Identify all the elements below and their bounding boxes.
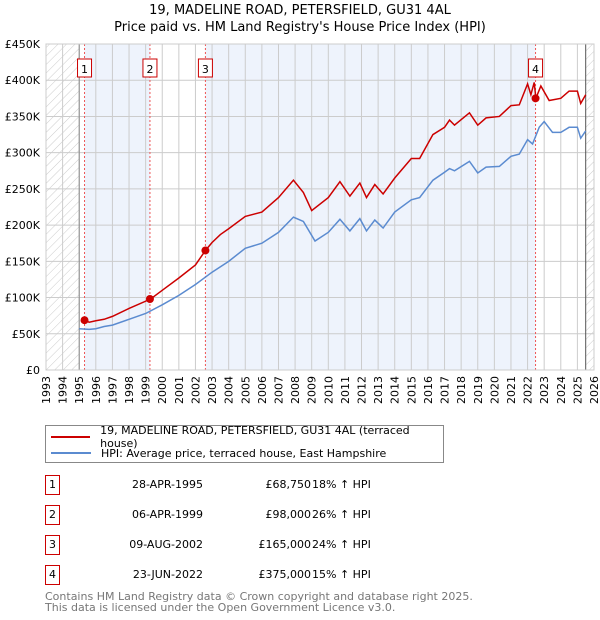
x-tick-label: 2019 bbox=[472, 376, 485, 404]
x-tick-label: 1997 bbox=[106, 376, 119, 404]
transaction-hpi-change: 26% ↑ HPI bbox=[312, 508, 371, 521]
transaction-label-box bbox=[197, 58, 213, 78]
x-tick-label: 2015 bbox=[405, 376, 418, 404]
sale-point bbox=[201, 246, 210, 255]
legend-item-hpi: HPI: Average price, terraced house, East… bbox=[51, 446, 386, 460]
x-tick-label: 2025 bbox=[571, 376, 584, 404]
y-tick-label: £0 bbox=[26, 364, 40, 377]
transaction-number: 1 bbox=[45, 475, 60, 495]
y-tick-label: £150K bbox=[5, 255, 41, 268]
x-tick-label: 2012 bbox=[356, 376, 369, 404]
transaction-date: 23-JUN-2022 bbox=[132, 568, 203, 581]
x-tick-label: 2000 bbox=[156, 376, 169, 404]
x-tick-label: 1999 bbox=[140, 376, 153, 404]
shaded-period bbox=[205, 44, 536, 370]
x-tick-label: 2006 bbox=[256, 376, 269, 404]
x-tick-label: 2016 bbox=[422, 376, 435, 404]
transaction-price: £375,000 bbox=[258, 568, 312, 581]
y-tick-label: £400K bbox=[5, 74, 41, 87]
x-tick-label: 2008 bbox=[289, 376, 302, 404]
transaction-hpi-change: 15% ↑ HPI bbox=[312, 568, 371, 581]
transaction-hpi-change: 18% ↑ HPI bbox=[312, 478, 371, 491]
transaction-date: 28-APR-1995 bbox=[131, 478, 203, 491]
transaction-label: 1 bbox=[81, 63, 88, 76]
transaction-price: £165,000 bbox=[258, 538, 312, 551]
y-tick-label: £250K bbox=[5, 183, 41, 196]
x-tick-label: 2005 bbox=[239, 376, 252, 404]
x-tick-label: 2022 bbox=[522, 376, 535, 404]
hatch-region-after bbox=[585, 44, 594, 370]
transaction-row: 3 09-AUG-2002 £165,000 24% ↑ HPI bbox=[45, 535, 465, 555]
transaction-label-box bbox=[142, 58, 158, 78]
x-tick-label: 2021 bbox=[505, 376, 518, 404]
legend-label: 19, MADELINE ROAD, PETERSFIELD, GU31 4AL… bbox=[100, 424, 410, 450]
legend: 19, MADELINE ROAD, PETERSFIELD, GU31 4AL… bbox=[45, 424, 444, 463]
chart-title: 19, MADELINE ROAD, PETERSFIELD, GU31 4AL bbox=[149, 3, 451, 18]
x-tick-label: 2026 bbox=[588, 376, 600, 404]
transaction-label-box bbox=[528, 58, 544, 78]
y-tick-label: £300K bbox=[5, 147, 41, 160]
x-tick-label: 2017 bbox=[439, 376, 452, 404]
x-tick-label: 2003 bbox=[206, 376, 219, 404]
transaction-row: 2 06-APR-1999 £98,000 26% ↑ HPI bbox=[45, 505, 465, 525]
x-tick-label: 2014 bbox=[389, 376, 402, 404]
plot-border bbox=[45, 43, 595, 371]
x-tick-label: 2010 bbox=[322, 376, 335, 404]
sale-point bbox=[80, 316, 89, 325]
x-tick-label: 2018 bbox=[455, 376, 468, 404]
x-tick-label: 2020 bbox=[488, 376, 501, 404]
x-tick-label: 2001 bbox=[173, 376, 186, 404]
y-tick-label: £350K bbox=[5, 110, 41, 123]
x-tick-label: 1993 bbox=[40, 376, 53, 404]
x-tick-label: 2023 bbox=[538, 376, 551, 404]
transaction-price: £98,000 bbox=[265, 508, 312, 521]
transaction-number: 3 bbox=[45, 535, 60, 555]
transaction-row: 1 28-APR-1995 £68,750 18% ↑ HPI bbox=[45, 475, 465, 495]
footer-line: Contains HM Land Registry data © Crown c… bbox=[45, 590, 473, 603]
x-tick-label: 2007 bbox=[272, 376, 285, 404]
legend-label: HPI: Average price, terraced house, East… bbox=[101, 446, 387, 460]
transaction-number: 2 bbox=[45, 505, 60, 525]
x-tick-label: 2009 bbox=[306, 376, 319, 404]
x-tick-label: 2011 bbox=[339, 376, 352, 404]
transaction-date: 06-APR-1999 bbox=[131, 508, 203, 521]
x-tick-label: 1998 bbox=[123, 376, 136, 404]
legend-item-property: 19, MADELINE ROAD, PETERSFIELD, GU31 4AL… bbox=[51, 424, 443, 450]
plot-area: 1993 1994 1995 1996 1997 1998 1999 2000 2001 2002… bbox=[5, 38, 600, 404]
x-tick-label: 1994 bbox=[57, 376, 70, 404]
transaction-label: 4 bbox=[532, 63, 539, 76]
x-tick-label: 2002 bbox=[189, 376, 202, 404]
series-line-hpi bbox=[79, 120, 587, 331]
chart-subtitle: Price paid vs. HM Land Registry's House … bbox=[114, 20, 486, 35]
sale-point bbox=[145, 295, 154, 304]
transaction-label: 3 bbox=[202, 63, 209, 76]
x-tick-label: 2004 bbox=[223, 376, 236, 404]
series-line-property bbox=[83, 81, 587, 323]
transaction-row: 4 23-JUN-2022 £375,000 15% ↑ HPI bbox=[45, 565, 465, 585]
y-tick-label: £100K bbox=[5, 292, 41, 305]
transaction-hpi-change: 24% ↑ HPI bbox=[312, 538, 371, 551]
transaction-price: £68,750 bbox=[265, 478, 312, 491]
y-tick-label: £200K bbox=[5, 219, 41, 232]
x-tick-label: 2024 bbox=[555, 376, 568, 404]
transaction-number: 4 bbox=[45, 565, 60, 585]
y-tick-label: £450K bbox=[5, 38, 41, 51]
transaction-label-box bbox=[77, 58, 93, 78]
transaction-date: 09-AUG-2002 bbox=[129, 538, 203, 551]
x-tick-label: 1995 bbox=[73, 376, 86, 404]
y-tick-label: £50K bbox=[12, 328, 41, 341]
transaction-label: 2 bbox=[146, 63, 153, 76]
footer-line: This data is licensed under the Open Gov… bbox=[45, 601, 396, 614]
sale-point bbox=[531, 94, 540, 103]
x-tick-label: 2013 bbox=[372, 376, 385, 404]
x-tick-label: 1996 bbox=[90, 376, 103, 404]
